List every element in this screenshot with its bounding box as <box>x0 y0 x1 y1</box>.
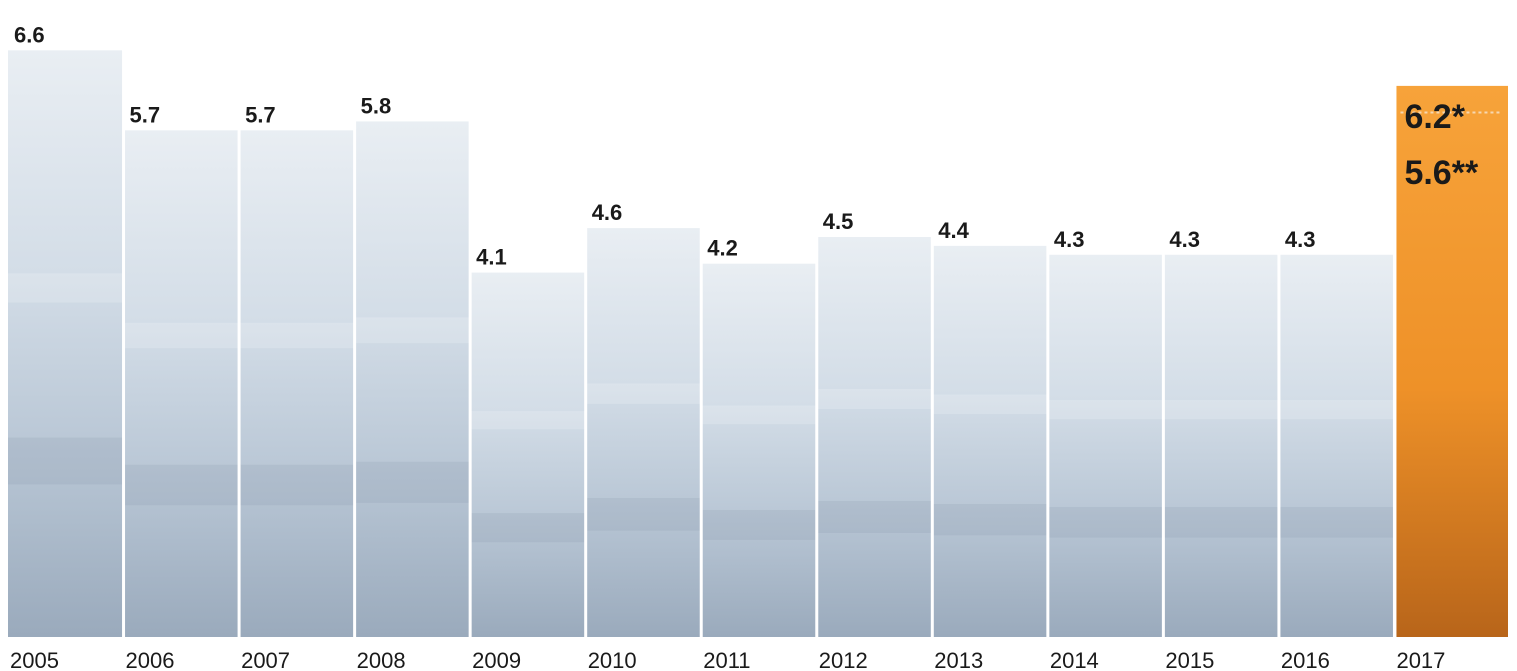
bar-shadow-band <box>1278 507 1395 538</box>
bar-2008 <box>354 121 471 637</box>
bar-shadow-band <box>1163 507 1279 538</box>
bar-shadow-band <box>239 464 355 506</box>
bar-highlight-band <box>239 322 355 349</box>
bar-2016 <box>1278 254 1395 637</box>
bar-2014 <box>1047 254 1164 637</box>
bar-shadow-band <box>816 501 933 533</box>
bar-2010 <box>585 228 702 638</box>
highlight-bar-group: 6.2* 5.6** <box>1396 85 1508 637</box>
year-label-2009: 2009 <box>472 648 521 671</box>
bar-highlight-band <box>8 273 124 303</box>
bar-2007 <box>239 130 355 637</box>
bar-shadow-band <box>701 510 817 540</box>
value-label-2005: 6.6 <box>14 22 45 47</box>
bar-shadow-band <box>354 461 471 503</box>
bar-shadow-band <box>932 504 1048 536</box>
year-label-2008: 2008 <box>357 648 406 671</box>
value-label-2010: 4.6 <box>592 200 623 225</box>
bar-dividers <box>122 46 1396 637</box>
value-label-2015: 4.3 <box>1169 227 1200 252</box>
year-label-2016: 2016 <box>1281 648 1330 671</box>
bar-2012 <box>816 237 933 637</box>
bar-2017 <box>1396 85 1508 637</box>
bar-2015 <box>1163 254 1279 637</box>
highlight-value-label: 6.2* <box>1404 98 1465 136</box>
value-label-2008: 5.8 <box>361 93 392 118</box>
value-label-2012: 4.5 <box>823 209 854 234</box>
year-label-2006: 2006 <box>126 648 175 671</box>
bar-highlight-band <box>816 389 933 409</box>
value-label-2009: 4.1 <box>476 245 507 270</box>
year-label-2014: 2014 <box>1050 648 1099 671</box>
bar-shadow-band <box>470 513 586 543</box>
bar-2011 <box>701 263 817 637</box>
year-label-2007: 2007 <box>241 648 290 671</box>
value-label-2014: 4.3 <box>1054 227 1085 252</box>
bar-shadow-band <box>123 464 240 506</box>
value-label-2007: 5.7 <box>245 102 276 127</box>
highlight-value-label: 5.6** <box>1404 154 1478 192</box>
bar-shadow-band <box>585 497 702 531</box>
photo-bars <box>8 50 1395 638</box>
year-label-2010: 2010 <box>588 648 637 671</box>
year-label-2013: 2013 <box>934 648 983 671</box>
bar-highlight-band <box>123 322 240 349</box>
value-label-2006: 5.7 <box>130 102 161 127</box>
bar-2009 <box>470 272 586 637</box>
bar-shadow-band <box>8 437 124 485</box>
bar-highlight-band <box>932 394 1048 415</box>
bar-2006 <box>123 130 240 637</box>
year-label-2017: 2017 <box>1396 648 1445 671</box>
year-label-2012: 2012 <box>819 648 868 671</box>
value-label-2016: 4.3 <box>1285 227 1316 252</box>
bar-highlight-band <box>470 411 586 430</box>
bar-highlight-band <box>701 405 817 425</box>
year-label-2015: 2015 <box>1165 648 1214 671</box>
value-label-2013: 4.4 <box>938 218 969 243</box>
bar-highlight-band <box>1047 400 1164 420</box>
bar-highlight-band <box>1163 400 1279 420</box>
value-labels: 6.6 5.7 5.7 5.8 4.1 4.6 4.2 4.5 4.4 4.3 4.3 4.3 <box>14 22 1316 269</box>
bar-2013 <box>932 245 1048 637</box>
year-label-2005: 2005 <box>10 648 59 671</box>
bar-highlight-band <box>1278 400 1395 420</box>
year-label-2011: 2011 <box>703 648 750 671</box>
bar-highlight-band <box>354 317 471 344</box>
year-labels: 2005 2006 2007 2008 2009 2010 2011 2012 2013 2014… <box>10 648 1445 671</box>
value-label-2011: 4.2 <box>707 236 738 261</box>
bar-shadow-band <box>1047 507 1164 538</box>
bar-2005 <box>8 50 124 637</box>
bar-highlight-band <box>585 383 702 404</box>
